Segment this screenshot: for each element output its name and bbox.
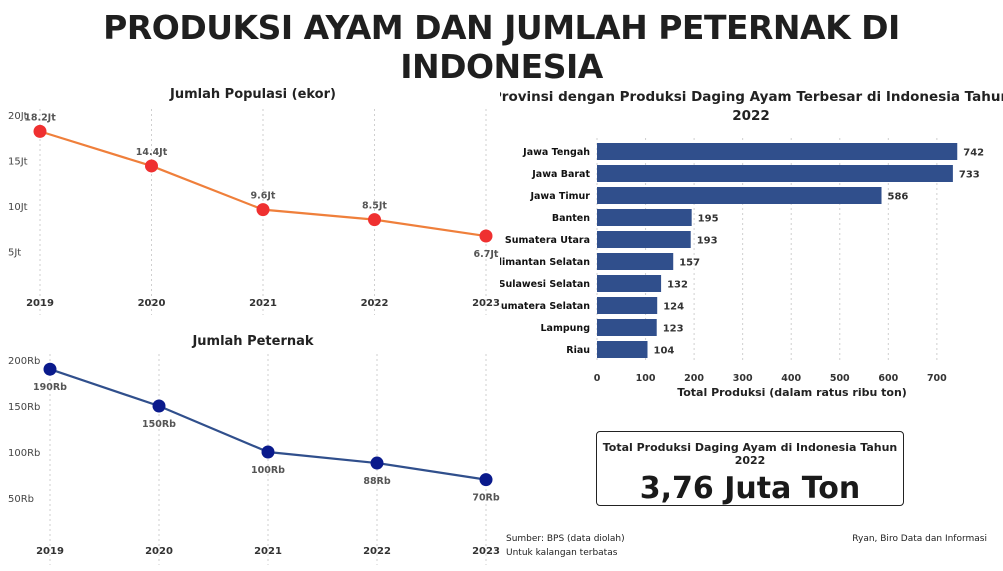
- bar: [597, 319, 657, 336]
- bar-value-label: 195: [698, 214, 719, 225]
- bar-value-label: 104: [653, 346, 674, 357]
- data-label: 190Rb: [33, 382, 67, 393]
- y-tick-label: 15Jt: [8, 157, 28, 168]
- x-tick-label: 500: [830, 373, 850, 384]
- data-label: 88Rb: [363, 476, 391, 487]
- y-tick-label: 150Rb: [8, 402, 40, 413]
- source-note: Sumber: BPS (data diolah): [506, 534, 625, 544]
- x-tick-label: 2021: [249, 298, 277, 309]
- data-label: 9.6Jt: [251, 191, 276, 202]
- data-point: [145, 159, 158, 173]
- x-tick-label: 300: [733, 373, 753, 384]
- data-point: [33, 124, 47, 138]
- chart-title: 2022: [732, 108, 770, 124]
- bar: [597, 231, 691, 248]
- x-tick-label: 2022: [363, 546, 391, 557]
- farmer-line-chart: Jumlah Peternak 50Rb 100Rb 150Rb 200Rb 2019 20…: [8, 334, 500, 565]
- y-tick-label: 20Jt: [8, 111, 28, 122]
- bar-value-label: 733: [959, 170, 980, 181]
- x-tick-label: 2019: [36, 546, 64, 557]
- category-label: Kalimantan Selatan: [500, 257, 590, 268]
- bar-value-label: 586: [888, 192, 909, 203]
- x-tick-label: 2021: [254, 546, 282, 557]
- y-tick-label: 10Jt: [8, 202, 28, 213]
- category-label: Sumatera Utara: [505, 235, 590, 246]
- data-point: [479, 473, 493, 487]
- data-label: 100Rb: [251, 465, 285, 476]
- x-axis-label: Total Produksi (dalam ratus ribu ton): [677, 386, 907, 399]
- category-label: Jawa Timur: [529, 191, 590, 202]
- data-point: [479, 229, 493, 243]
- bar-value-label: 157: [679, 258, 700, 269]
- population-line-chart: Jumlah Populasi (ekor) 5Jt 10Jt 15Jt 20Jt 201…: [8, 87, 500, 315]
- data-point: [256, 203, 270, 217]
- y-tick-label: 5Jt: [8, 248, 21, 259]
- page-title: PRODUKSI AYAM DAN JUMLAH PETERNAK DI IND…: [103, 8, 900, 86]
- bar-value-label: 132: [667, 280, 688, 291]
- restriction-note: Untuk kalangan terbatas: [506, 548, 618, 558]
- bar: [597, 275, 662, 292]
- data-label: 8.5Jt: [362, 201, 387, 212]
- total-production-card: Total Produksi Daging Ayam di Indonesia …: [596, 431, 904, 506]
- bar-value-label: 742: [963, 148, 984, 159]
- x-tick-label: 600: [878, 373, 898, 384]
- data-point: [152, 399, 166, 413]
- bar: [597, 253, 674, 270]
- credit-note: Ryan, Biro Data dan Informasi: [852, 534, 987, 544]
- total-production-value: 3,76 Juta Ton: [639, 471, 861, 506]
- chart-title: Provinsi dengan Produksi Daging Ayam Ter…: [500, 89, 1003, 105]
- y-tick-label: 200Rb: [8, 356, 40, 367]
- category-label: Jawa Tengah: [522, 147, 590, 158]
- bar-value-label: 123: [663, 324, 684, 335]
- data-label: 18.2Jt: [24, 112, 56, 123]
- province-bar-chart: Provinsi dengan Produksi Daging Ayam Ter…: [500, 89, 1003, 399]
- x-tick-label: 2023: [472, 298, 500, 309]
- x-tick-label: 200: [684, 373, 704, 384]
- chart-title: Jumlah Populasi (ekor): [169, 87, 336, 102]
- x-tick-label: 2020: [145, 546, 173, 557]
- bar: [597, 341, 648, 358]
- data-point: [370, 456, 384, 470]
- category-label: Banten: [552, 213, 590, 224]
- x-tick-label: 2020: [138, 298, 166, 309]
- bar: [597, 143, 958, 160]
- x-tick-label: 2019: [26, 298, 54, 309]
- data-label: 150Rb: [142, 419, 176, 430]
- x-tick-label: 100: [636, 373, 656, 384]
- bar: [597, 297, 658, 314]
- total-production-label: Total Produksi Daging Ayam di Indonesia …: [602, 441, 898, 467]
- bar: [597, 187, 882, 204]
- bar: [597, 209, 692, 226]
- category-label: Sumatera Selatan: [500, 301, 590, 312]
- category-label: Riau: [566, 345, 590, 356]
- x-tick-label: 2023: [472, 546, 500, 557]
- data-point: [261, 445, 275, 459]
- data-point: [368, 213, 381, 227]
- x-tick-label: 400: [781, 373, 801, 384]
- x-tick-label: 700: [927, 373, 947, 384]
- data-point: [43, 362, 57, 376]
- y-tick-label: 100Rb: [8, 448, 40, 459]
- x-tick-label: 2022: [361, 298, 389, 309]
- y-tick-label: 50Rb: [8, 494, 34, 505]
- category-label: Sulawesi Selatan: [500, 279, 590, 290]
- data-label: 14.4Jt: [136, 147, 168, 158]
- category-label: Jawa Barat: [531, 169, 590, 180]
- data-label: 70Rb: [472, 493, 500, 504]
- bar-value-label: 124: [663, 302, 684, 313]
- data-label: 6.7Jt: [474, 249, 499, 260]
- chart-title: Jumlah Peternak: [191, 334, 313, 349]
- bar: [597, 165, 953, 182]
- bar-value-label: 193: [697, 236, 718, 247]
- x-tick-label: 0: [594, 373, 601, 384]
- category-label: Lampung: [541, 323, 591, 334]
